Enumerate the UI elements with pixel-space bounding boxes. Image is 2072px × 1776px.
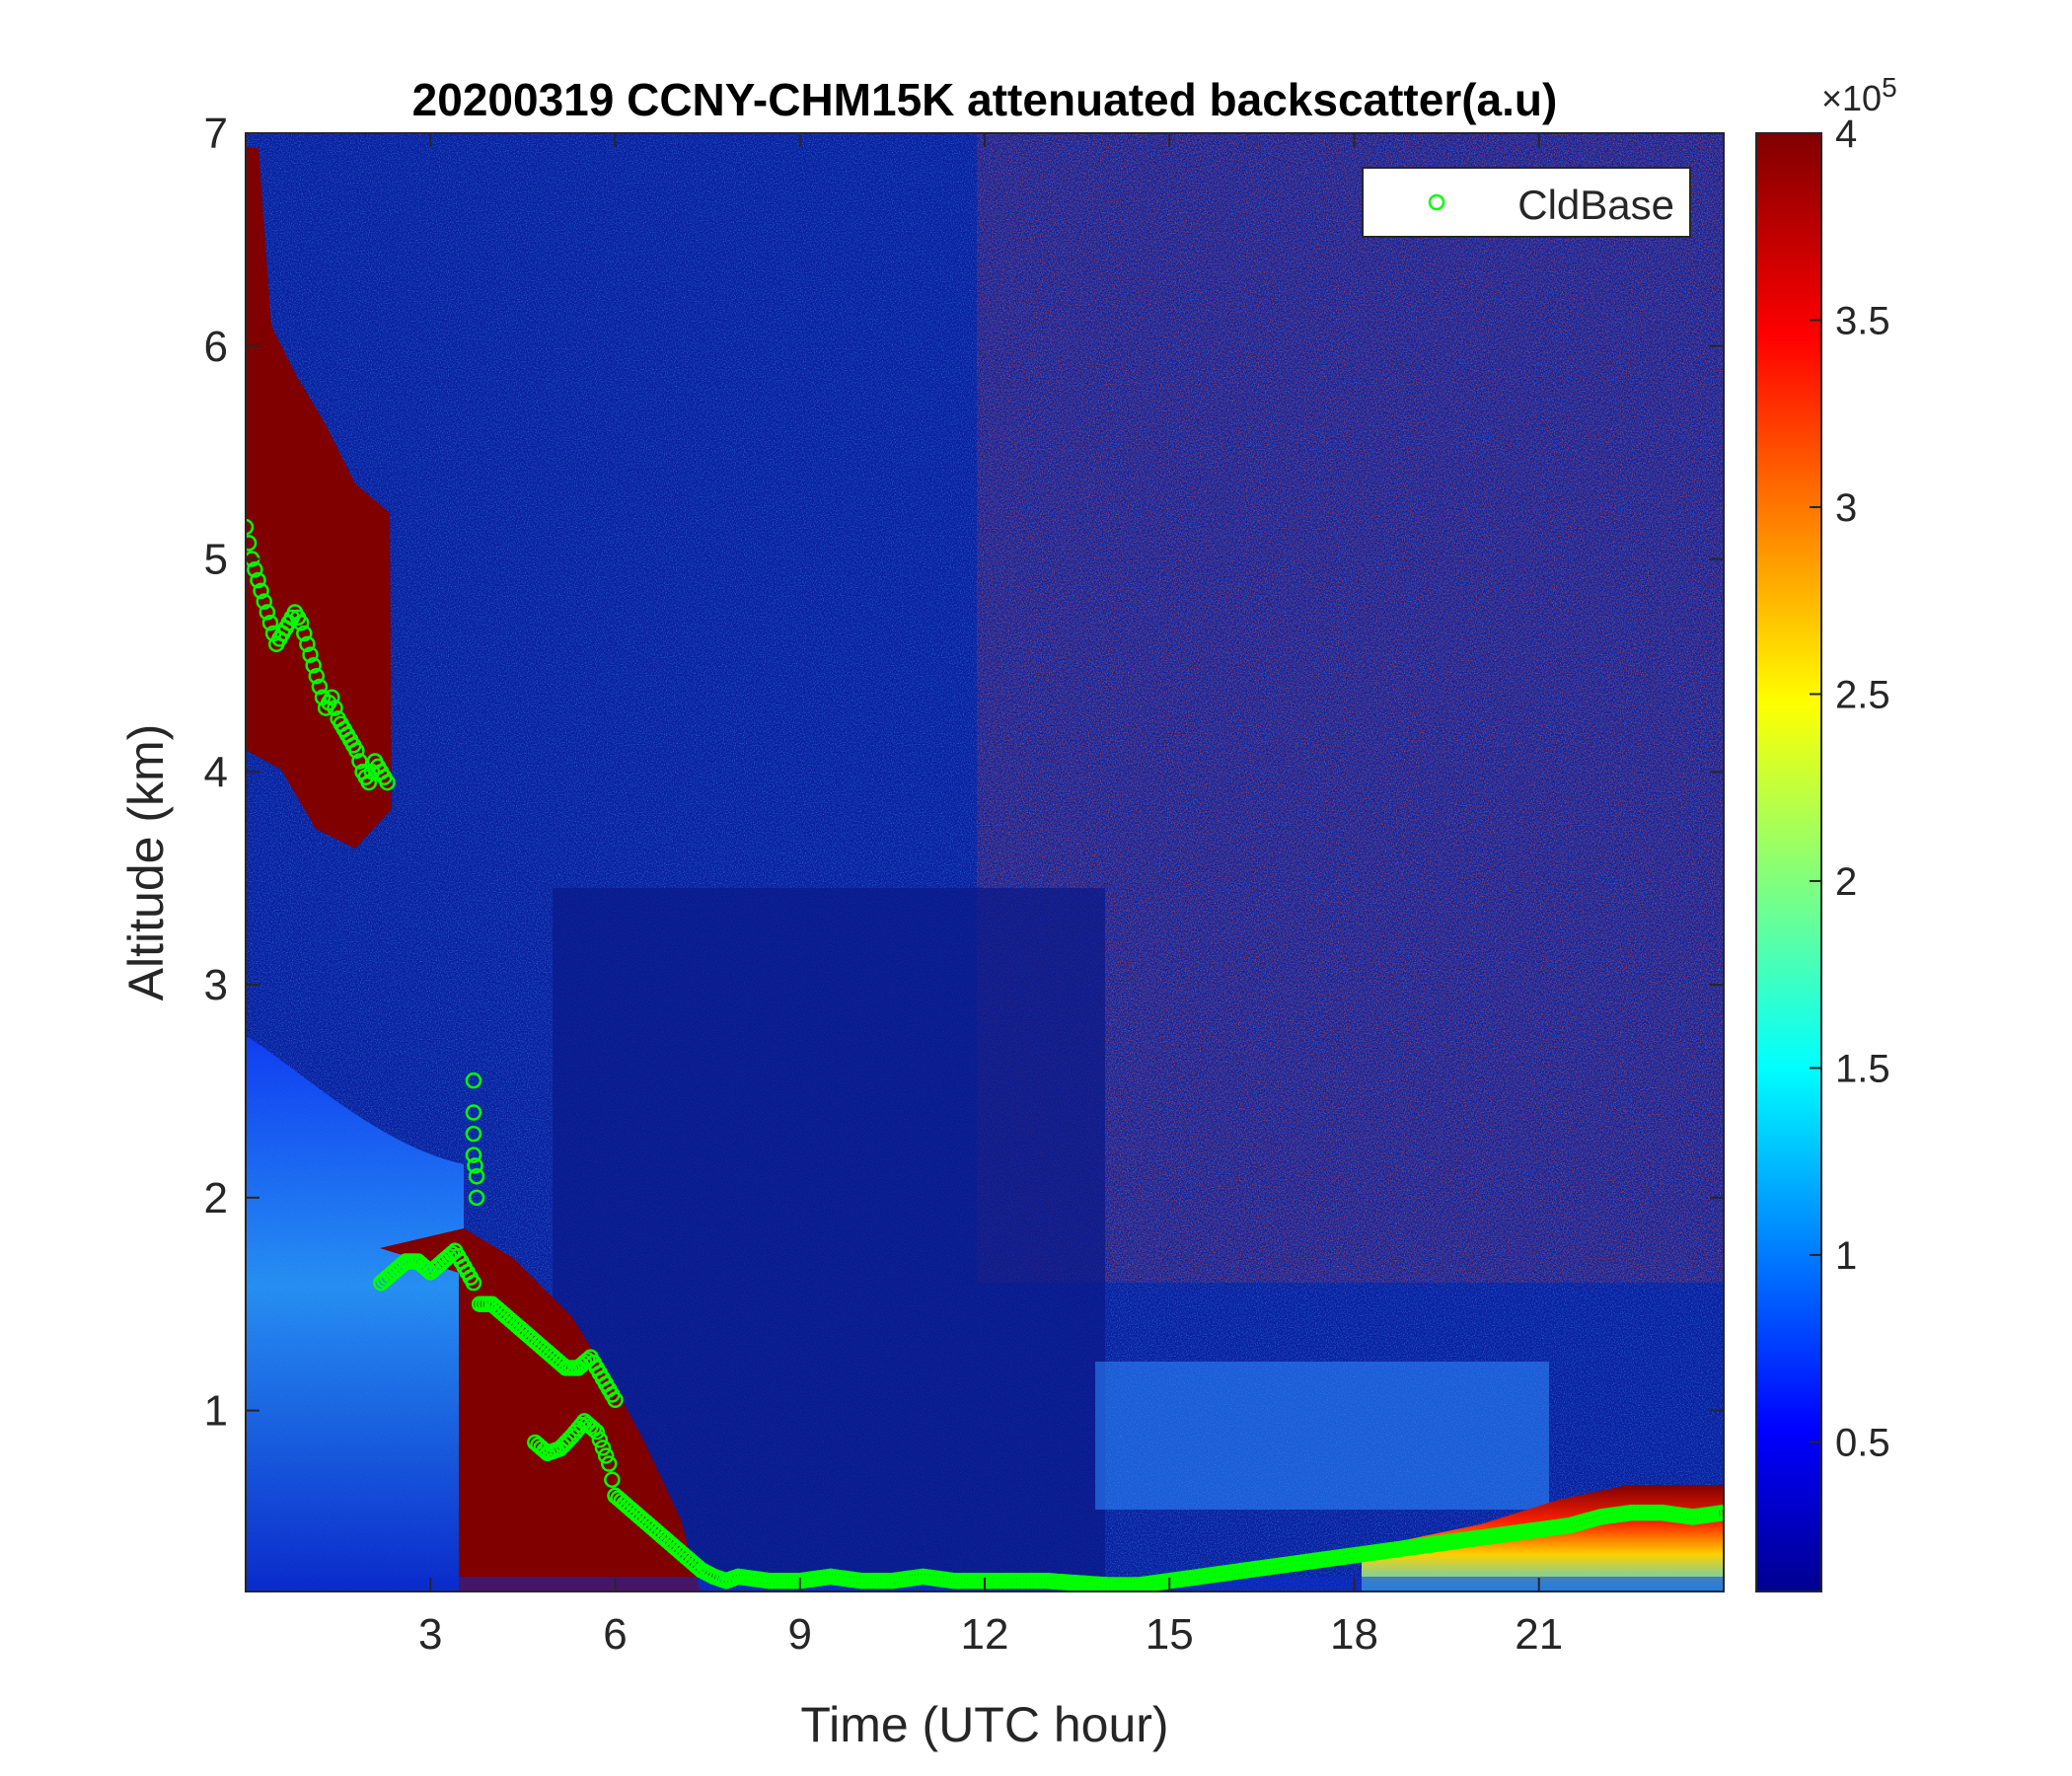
cldbase-point: [465, 1125, 482, 1143]
cldbase-point: [302, 646, 319, 663]
colorbar: 0.5 1 1.5 2 2.5 3 3.5 4 ×105: [1755, 72, 1897, 1592]
x-tick-label: 15: [1146, 1610, 1194, 1659]
y-axis-label: Altitude (km): [118, 724, 174, 1001]
cldbase-point: [597, 1447, 615, 1464]
x-axis-label: Time (UTC hour): [800, 1697, 1168, 1752]
cldbase-point: [324, 689, 340, 706]
x-tick-label: 3: [418, 1610, 442, 1659]
cldbase-point: [465, 1274, 482, 1292]
cldbase-point: [247, 561, 263, 578]
cldbase-point: [379, 774, 396, 791]
colorbar-gradient: [1755, 132, 1822, 1592]
colorbar-tick-label: 1: [1835, 1234, 1857, 1278]
cldbase-point: [468, 1189, 485, 1207]
cldbase-point: [465, 1104, 482, 1121]
legend-box: [1362, 167, 1691, 238]
colorbar-tick-label: 0.5: [1835, 1421, 1890, 1464]
cldbase-point: [250, 571, 266, 589]
cldbase-point: [465, 1147, 482, 1163]
y-tick-label: 1: [204, 1387, 228, 1436]
y-tick-label: 4: [204, 748, 228, 796]
cldbase-point: [259, 604, 276, 621]
cldbase-point: [246, 518, 255, 536]
y-tick-label: 7: [204, 110, 228, 158]
heatmap-high-cloud: [246, 148, 392, 849]
colorbar-tick-label: 2: [1835, 860, 1857, 904]
heatmap-plumes: [1095, 1362, 1549, 1510]
cldbase-point: [308, 667, 326, 685]
y-tick-label: 3: [204, 961, 228, 1009]
cldbase-point: [467, 1157, 483, 1174]
legend: CldBase: [1362, 167, 1691, 238]
cloud-base-series: [246, 518, 1724, 1591]
x-tick-label: 6: [603, 1610, 627, 1659]
cldbase-point: [311, 678, 329, 696]
cldbase-point: [351, 753, 368, 770]
colorbar-tick-label: 1.5: [1835, 1047, 1890, 1090]
cldbase-point: [327, 700, 343, 716]
y-tick-label: 2: [204, 1174, 228, 1222]
cldbase-point: [348, 742, 365, 759]
y-axis: 1 2 3 4 5 6 7: [204, 110, 1724, 1436]
cldbase-point: [468, 1168, 485, 1185]
colorbar-tick-label: 2.5: [1835, 673, 1890, 716]
cldbase-point: [465, 1072, 482, 1089]
heatmap: [246, 133, 1724, 1591]
chart-title: 20200319 CCNY-CHM15K attenuated backscat…: [412, 74, 1558, 125]
colorbar-tick-label: 3: [1835, 486, 1857, 530]
x-tick-label: 9: [788, 1610, 812, 1659]
colorbar-tick-label: 4: [1835, 112, 1857, 156]
cldbase-point: [607, 1391, 624, 1409]
x-axis: 3 6 9 12 15 18 21: [418, 133, 1563, 1659]
cldbase-point: [360, 774, 378, 791]
cldbase-point: [604, 1471, 621, 1488]
cldbase-point: [256, 593, 272, 610]
cldbase-point: [296, 625, 313, 642]
cldbase-point: [594, 1440, 612, 1456]
cldbase-point: [246, 535, 258, 552]
y-tick-label: 5: [204, 536, 228, 584]
cldbase-point: [601, 1455, 618, 1472]
cldbase-point: [591, 1432, 609, 1448]
cldbase-point: [261, 615, 279, 631]
cldbase-point: [1715, 1504, 1724, 1521]
colorbar-ticks: 0.5 1 1.5 2 2.5 3 3.5 4: [1810, 112, 1890, 1464]
legend-entry-cldbase: CldBase: [1517, 182, 1674, 228]
x-tick-label: 18: [1330, 1610, 1378, 1659]
colorbar-exponent: ×105: [1821, 72, 1897, 118]
cldbase-point: [588, 1423, 606, 1441]
cldbase-point: [299, 635, 316, 653]
legend-marker: [1428, 193, 1445, 211]
cldbase-point: [253, 582, 269, 600]
y-tick-label: 6: [204, 323, 228, 371]
x-tick-label: 12: [961, 1610, 1009, 1659]
cldbase-point: [292, 615, 310, 631]
heatmap-aerosol-layer: [246, 1036, 464, 1591]
cldbase-point: [305, 657, 322, 674]
colorbar-exponent-base: ×10: [1821, 78, 1882, 118]
colorbar-tick-label: 3.5: [1835, 299, 1890, 342]
colorbar-exponent-power: 5: [1882, 72, 1897, 103]
x-tick-label: 21: [1515, 1610, 1563, 1659]
